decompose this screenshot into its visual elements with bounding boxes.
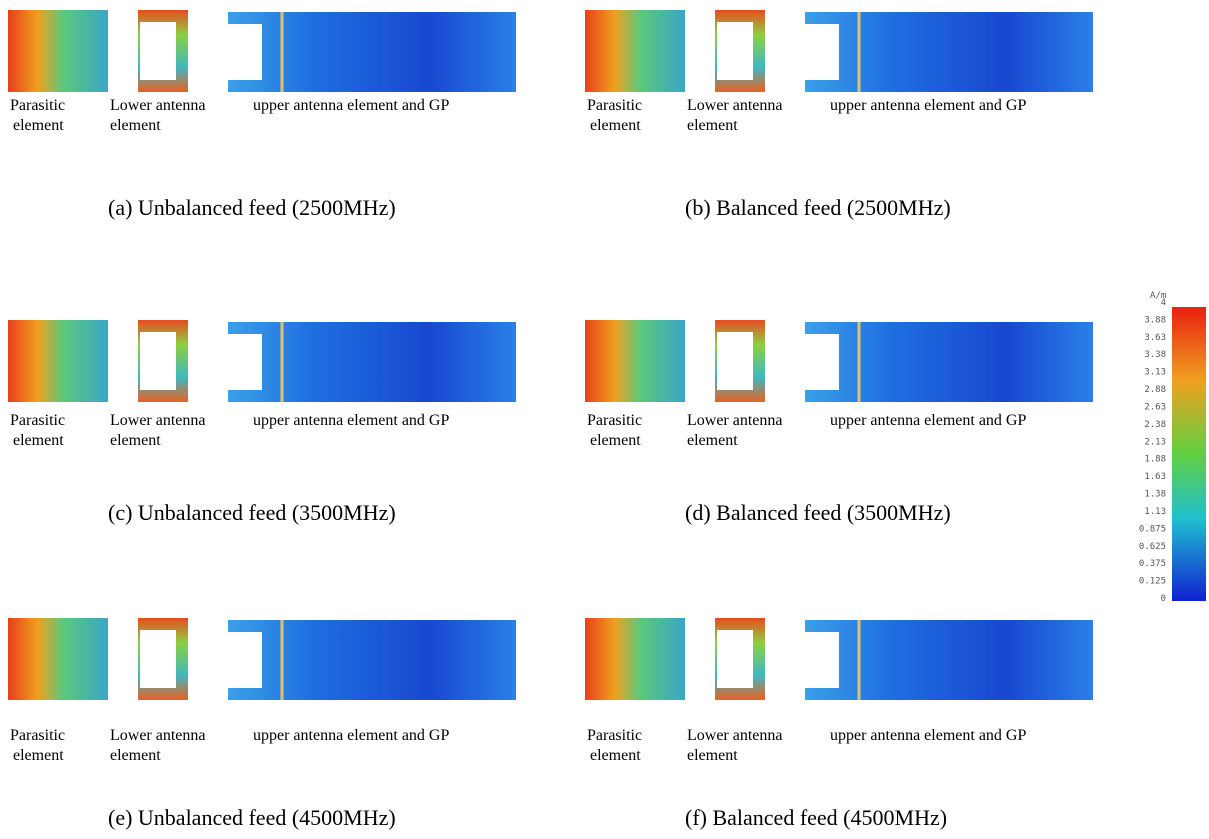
lower-label: Lower antenna	[687, 727, 783, 744]
colorbar-label: 0.875	[1139, 524, 1166, 534]
gp-field	[228, 322, 516, 402]
gp-field	[805, 12, 1093, 92]
parasitic-label: Parasitic	[587, 727, 642, 744]
upper-label: upper antenna element and GP	[253, 97, 449, 114]
caption: (e) Unbalanced feed (4500MHz)	[108, 805, 396, 830]
colorbar: A/m4 3.88 3.63 3.38 3.13 2.88 2.63 2.38 2.13 1.88…	[1139, 291, 1206, 604]
lower-slot	[717, 22, 753, 80]
gp-slot	[805, 632, 839, 688]
parasitic-field	[8, 10, 108, 92]
parasitic-label: element	[590, 747, 641, 764]
colorbar-label: 0	[1161, 594, 1166, 604]
lower-label: element	[687, 117, 738, 134]
lower-label: element	[687, 432, 738, 449]
parasitic-label: Parasitic	[10, 727, 65, 744]
colorbar-label: 1.38	[1144, 490, 1166, 500]
parasitic-field	[585, 10, 685, 92]
colorbar-label: 3.13	[1144, 368, 1166, 378]
upper-label: upper antenna element and GP	[830, 412, 1026, 429]
lower-slot	[717, 630, 753, 688]
colorbar-label: 2.63	[1144, 402, 1166, 412]
parasitic-label: element	[13, 747, 64, 764]
caption: (d) Balanced feed (3500MHz)	[685, 500, 951, 525]
gp-field	[228, 620, 516, 700]
gp-field	[805, 620, 1093, 700]
parasitic-label: Parasitic	[587, 412, 642, 429]
colorbar-label: 3.88	[1144, 315, 1166, 325]
lower-slot	[140, 630, 176, 688]
gp-slot	[228, 24, 262, 80]
gp-slot	[228, 334, 262, 390]
parasitic-label: Parasitic	[587, 97, 642, 114]
panel: Parasitic element Lower antenna element uppe…	[585, 618, 1093, 830]
lower-label: Lower antenna	[110, 97, 206, 114]
colorbar-scale	[1172, 307, 1206, 601]
colorbar-label: 0.375	[1139, 559, 1166, 569]
colorbar-label: 2.88	[1144, 385, 1166, 395]
colorbar-label: 3.63	[1144, 333, 1166, 343]
parasitic-field	[585, 320, 685, 402]
lower-slot	[140, 22, 176, 80]
upper-label: upper antenna element and GP	[830, 727, 1026, 744]
colorbar-label: 3.38	[1144, 350, 1166, 360]
lower-label: element	[110, 117, 161, 134]
upper-label: upper antenna element and GP	[253, 727, 449, 744]
lower-label: element	[687, 747, 738, 764]
upper-label: upper antenna element and GP	[253, 412, 449, 429]
panel: Parasitic element Lower antenna element uppe…	[8, 320, 516, 525]
colorbar-label: 2.13	[1144, 437, 1166, 447]
lower-label: Lower antenna	[687, 412, 783, 429]
parasitic-label: element	[13, 117, 64, 134]
gp-slot	[228, 632, 262, 688]
panel: Parasitic element Lower antenna element uppe…	[585, 320, 1093, 525]
gp-slot	[805, 24, 839, 80]
gp-field	[228, 12, 516, 92]
parasitic-field	[8, 618, 108, 700]
caption: (b) Balanced feed (2500MHz)	[685, 195, 951, 220]
gp-field	[805, 322, 1093, 402]
lower-label: Lower antenna	[110, 727, 206, 744]
parasitic-label: Parasitic	[10, 412, 65, 429]
lower-label: element	[110, 747, 161, 764]
panel: Parasitic element Lower antenna element uppe…	[585, 10, 1093, 220]
upper-label: upper antenna element and GP	[830, 97, 1026, 114]
caption: (a) Unbalanced feed (2500MHz)	[108, 195, 396, 220]
panel: Parasitic element Lower antenna element uppe…	[8, 618, 516, 830]
colorbar-label: 0.125	[1139, 577, 1166, 587]
colorbar-label: 2.38	[1144, 420, 1166, 430]
lower-slot	[717, 332, 753, 390]
parasitic-label: element	[13, 432, 64, 449]
caption: (c) Unbalanced feed (3500MHz)	[108, 500, 396, 525]
parasitic-label: element	[590, 432, 641, 449]
panel: Parasitic element Lower antenna element uppe…	[8, 10, 516, 220]
lower-label: Lower antenna	[687, 97, 783, 114]
parasitic-field	[585, 618, 685, 700]
lower-label: element	[110, 432, 161, 449]
gp-slot	[805, 334, 839, 390]
colorbar-label: 4	[1161, 298, 1166, 308]
panels: Parasitic element Lower antenna element uppe…	[8, 10, 1093, 830]
colorbar-label: 1.13	[1144, 507, 1166, 517]
colorbar-unit: A/m	[1150, 291, 1166, 301]
lower-slot	[140, 332, 176, 390]
colorbar-label: 1.88	[1144, 455, 1166, 465]
caption: (f) Balanced feed (4500MHz)	[685, 805, 947, 830]
parasitic-label: Parasitic	[10, 97, 65, 114]
colorbar-label: 1.63	[1144, 472, 1166, 482]
parasitic-field	[8, 320, 108, 402]
colorbar-label: 0.625	[1139, 542, 1166, 552]
lower-label: Lower antenna	[110, 412, 206, 429]
parasitic-label: element	[590, 117, 641, 134]
